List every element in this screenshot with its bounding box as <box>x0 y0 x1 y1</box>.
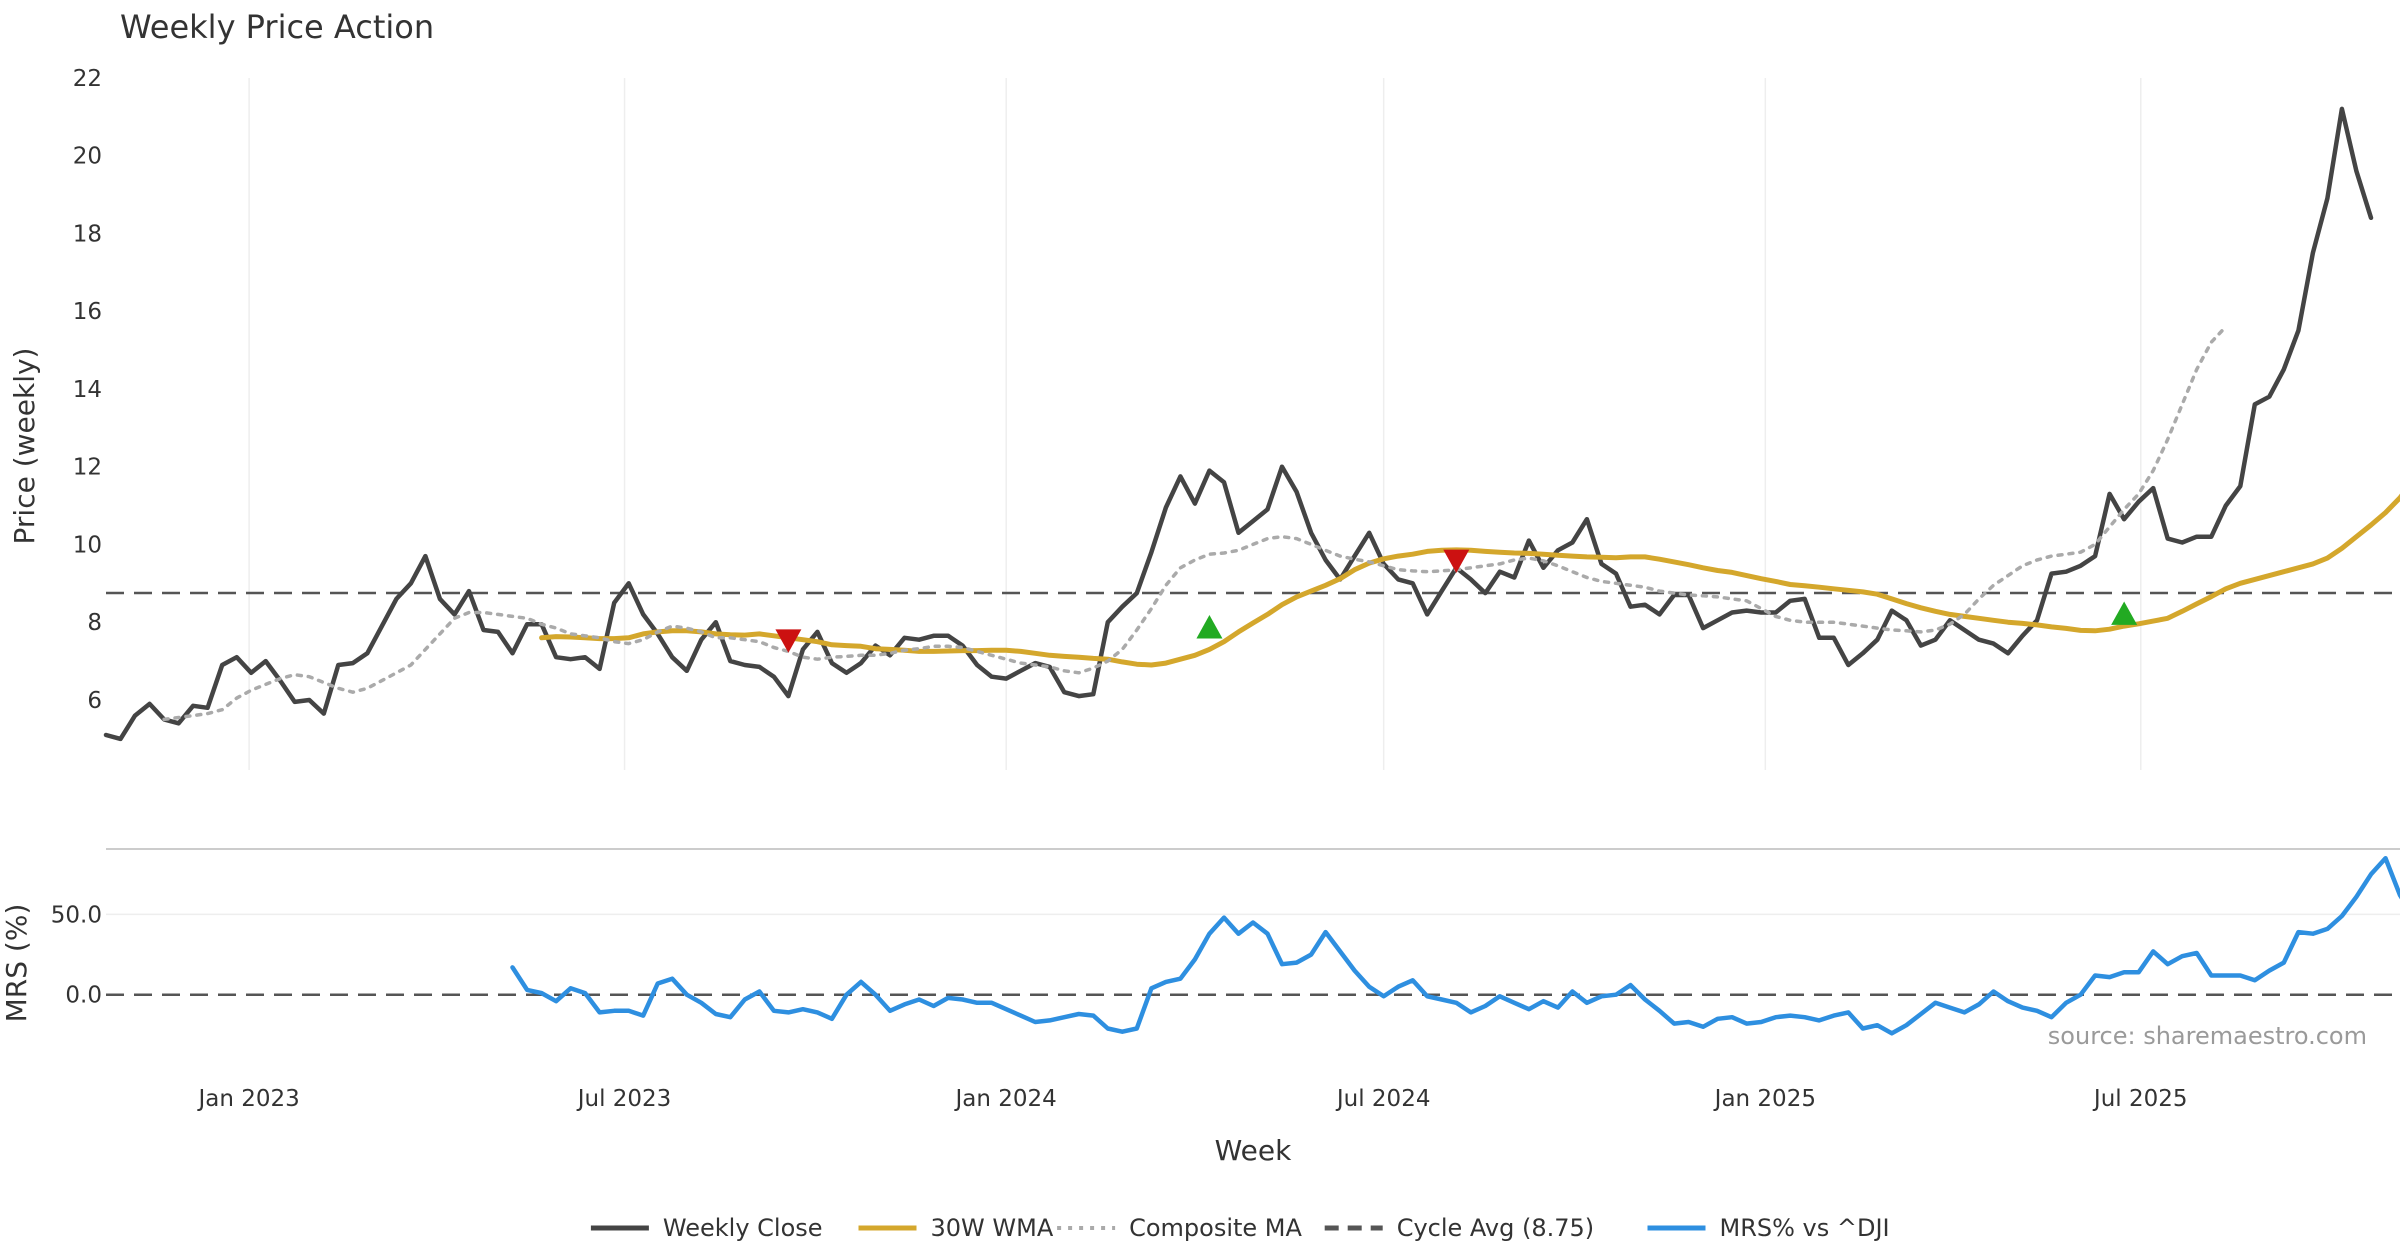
price-y-tick-8: 8 <box>87 610 102 636</box>
legend-label-30w-wma: 30W WMA <box>931 1214 1054 1242</box>
price-y-tick-16: 16 <box>73 299 102 325</box>
sell-signal-marker-3 <box>1443 549 1470 573</box>
x-tick-jul-2023: Jul 2023 <box>576 1086 672 1112</box>
price-y-tick-12: 12 <box>73 455 102 481</box>
legend-label-mrs-vs-dji: MRS% vs ^DJI <box>1720 1214 1890 1242</box>
price-series-composite-ma <box>162 324 2228 722</box>
mrs-y-tick-0-0: 0.0 <box>65 983 102 1009</box>
x-tick-jan-2025: Jan 2025 <box>1713 1086 1816 1112</box>
price-y-tick-6: 6 <box>87 688 102 714</box>
reference-lines <box>106 591 2400 996</box>
x-tick-jan-2023: Jan 2023 <box>196 1086 299 1112</box>
mrs-series-mrs-vs-dji <box>510 855 2400 1036</box>
legend-item-cycle-avg-8-75: Cycle Avg (8.75) <box>1324 1214 1594 1242</box>
legend-label-weekly-close: Weekly Close <box>663 1214 823 1242</box>
legend-label-composite-ma: Composite MA <box>1129 1214 1302 1242</box>
legend-item-30w-wma: 30W WMA <box>858 1214 1054 1242</box>
source-attribution: source: sharemaestro.com <box>2048 1022 2367 1050</box>
signal-markers <box>775 549 2138 653</box>
sell-signal-marker-1 <box>775 629 802 653</box>
legend: Weekly Close 30W WMA Composite MA Cycle Avg… <box>590 1214 1890 1242</box>
price-y-tick-10: 10 <box>73 532 102 558</box>
tick-labels: Jan 2023 Jul 2023 Jan 2024 Jul 2024 Jan 2025… <box>51 66 2188 1112</box>
price-y-tick-18: 18 <box>73 221 102 247</box>
legend-label-cycle-avg-8-75: Cycle Avg (8.75) <box>1397 1214 1594 1242</box>
price-y-tick-20: 20 <box>73 144 102 170</box>
price-series-weekly-close <box>103 106 2374 742</box>
price-y-tick-14: 14 <box>73 377 102 403</box>
price-series-30w-wma <box>539 493 2400 668</box>
legend-item-composite-ma: Composite MA <box>1057 1214 1303 1242</box>
x-tick-jul-2025: Jul 2025 <box>2092 1086 2188 1112</box>
buy-signal-marker-2 <box>1196 615 1223 639</box>
x-axis-title: Week <box>1215 1134 1292 1167</box>
x-tick-jul-2024: Jul 2024 <box>1335 1086 1431 1112</box>
chart-title: Weekly Price Action <box>120 8 434 46</box>
buy-signal-marker-4 <box>2111 601 2138 625</box>
legend-item-weekly-close: Weekly Close <box>590 1214 823 1242</box>
x-tick-jan-2024: Jan 2024 <box>954 1086 1057 1112</box>
grid-layer <box>106 78 2400 916</box>
mrs-y-tick-50-0: 50.0 <box>51 902 102 928</box>
price-axis-title: Price (weekly) <box>8 348 41 545</box>
series-layer <box>103 106 2400 1036</box>
price-y-tick-22: 22 <box>73 66 102 92</box>
mrs-axis-title: MRS (%) <box>0 904 33 1023</box>
legend-item-mrs-vs-dji: MRS% vs ^DJI <box>1647 1214 1890 1242</box>
